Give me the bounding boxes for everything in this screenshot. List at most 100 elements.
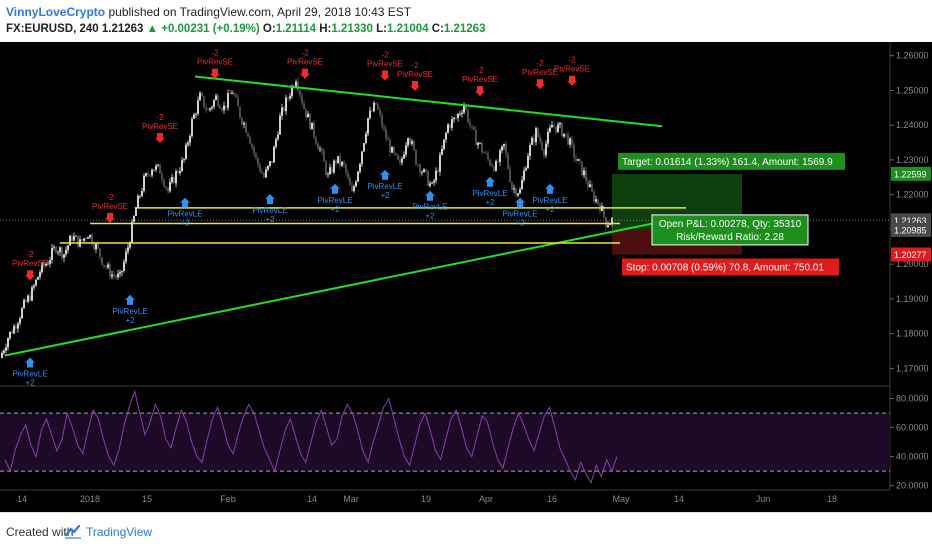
candle-body <box>303 103 305 110</box>
candle-body <box>203 96 205 108</box>
candle-body <box>417 164 419 166</box>
author-link[interactable]: VinnyLoveCrypto <box>6 5 106 19</box>
price-tick-label: 1.19000 <box>896 294 929 304</box>
candle-body <box>471 125 473 127</box>
candle-body <box>89 234 91 238</box>
candle-body <box>383 126 385 130</box>
candle-body <box>477 142 479 145</box>
support-trendline <box>4 221 659 357</box>
candle-body <box>487 153 489 160</box>
candle-body <box>535 128 537 143</box>
candle-body <box>53 247 55 249</box>
candle-body <box>271 161 273 163</box>
candle-body <box>481 142 483 153</box>
price-tick-label: 1.23000 <box>896 155 929 165</box>
candle-body <box>333 160 335 173</box>
candle-body <box>325 161 327 175</box>
candle-body <box>75 235 77 237</box>
time-tick-label: 16 <box>547 494 557 504</box>
candle-body <box>445 132 447 140</box>
candle-body <box>491 164 493 167</box>
candle-body <box>113 274 115 276</box>
price-axis-tag-label: 1.20985 <box>894 225 927 235</box>
candle-body <box>363 142 365 152</box>
candle-body <box>317 143 319 150</box>
candle-body <box>295 81 297 87</box>
candle-body <box>97 243 99 249</box>
candle-body <box>71 235 73 241</box>
candle-body <box>133 215 135 222</box>
candle-body <box>349 177 351 186</box>
time-tick-label: 14 <box>17 494 27 504</box>
candle-body <box>403 154 405 159</box>
candle-body <box>501 146 503 151</box>
candle-body <box>15 325 17 329</box>
signal-long-label: PivRevLE <box>502 210 537 219</box>
open-pl-text: Open P&L: 0.00278, Qty: 35310 <box>659 219 802 230</box>
time-tick-label: 2018 <box>80 494 100 504</box>
candle-body <box>413 141 415 150</box>
open-label: O: <box>262 23 276 35</box>
candle-body <box>543 149 545 156</box>
candle-body <box>199 92 201 101</box>
chart-area[interactable]: 1.260001.250001.240001.230001.220001.210… <box>0 42 932 512</box>
signal-short-count: -2 <box>26 250 34 259</box>
signal-long-label: PivRevLE <box>317 196 352 205</box>
signal-short-label: PivRevSE <box>142 122 178 131</box>
tradingview-brand[interactable]: TradingView <box>86 525 153 539</box>
candle-body <box>221 108 223 111</box>
long-arrow-icon <box>425 190 435 201</box>
candle-body <box>595 199 597 202</box>
time-tick-label: 18 <box>827 494 837 504</box>
signal-short-count: -2 <box>156 113 164 122</box>
candle-body <box>549 127 551 133</box>
long-arrow-icon <box>180 197 190 208</box>
candle-body <box>389 140 391 153</box>
signal-short-count: -2 <box>106 193 114 202</box>
short-arrow-icon <box>410 80 420 91</box>
signal-long-count: +2 <box>25 378 35 387</box>
candle-body <box>191 118 193 136</box>
candle-body <box>437 170 439 172</box>
candle-body <box>23 299 25 309</box>
candle-body <box>319 148 321 150</box>
candle-body <box>139 196 141 197</box>
short-arrow-icon <box>535 79 545 90</box>
high-value: 1.21330 <box>331 23 373 35</box>
signal-short-label: PivRevSE <box>554 65 590 74</box>
candle-body <box>561 123 563 137</box>
candle-body <box>287 97 289 99</box>
candle-body <box>215 95 217 101</box>
candle-body <box>137 196 139 209</box>
candle-body <box>7 338 9 348</box>
candle-body <box>83 238 85 241</box>
candle-body <box>399 159 401 163</box>
candle-body <box>85 238 87 240</box>
candle-body <box>245 123 247 133</box>
long-arrow-icon <box>485 176 495 187</box>
candle-body <box>467 109 469 123</box>
candle-body <box>195 113 197 115</box>
candle-body <box>421 172 423 173</box>
signal-short-count: -2 <box>476 66 484 75</box>
candle-body <box>227 93 229 108</box>
candle-body <box>189 135 191 143</box>
short-arrow-icon <box>105 212 115 223</box>
time-tick-label: 14 <box>307 494 317 504</box>
candle-body <box>275 139 277 147</box>
chart-svg[interactable]: 1.260001.250001.240001.230001.220001.210… <box>0 42 932 512</box>
candle-body <box>301 95 303 104</box>
candle-body <box>315 137 317 144</box>
signal-short-count: -2 <box>568 56 576 65</box>
candle-body <box>505 143 507 155</box>
signal-long-count: +2 <box>485 198 495 207</box>
candle-body <box>527 155 529 169</box>
signal-short-label: PivRevSE <box>397 70 433 79</box>
signal-long-count: +2 <box>380 191 390 200</box>
open-pl-box <box>651 214 809 246</box>
candle-body <box>423 169 425 173</box>
candle-body <box>285 97 287 112</box>
signal-long-count: +2 <box>125 316 135 325</box>
price-axis-tag <box>891 247 931 262</box>
candle-body <box>539 136 541 142</box>
